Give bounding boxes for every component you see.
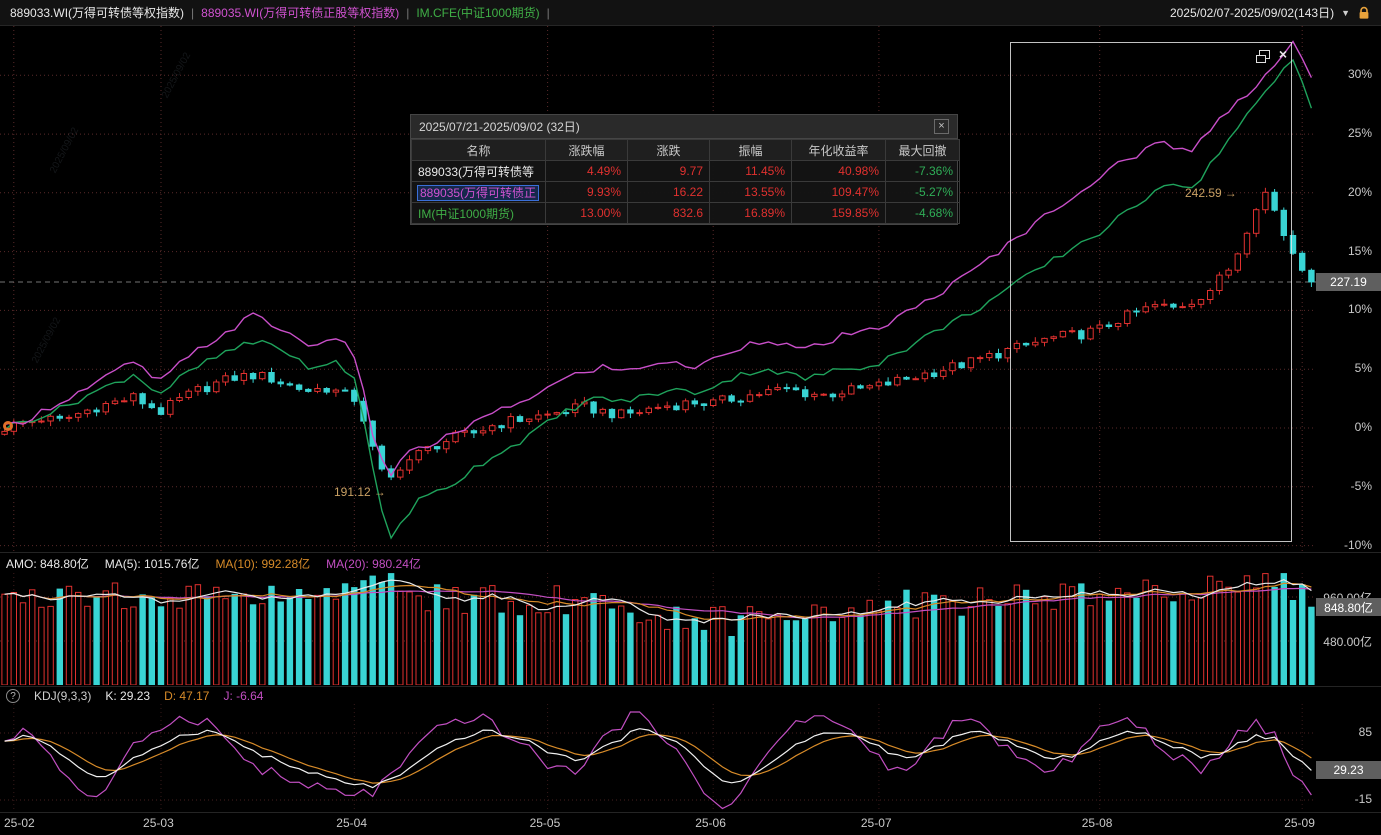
range-stats-popup: 2025/07/21-2025/09/02 (32日) × 名称 涨跌幅 涨跌 振幅年… <box>410 114 960 225</box>
column-header: 名称 <box>411 139 546 161</box>
stat-value-cell: 13.55% <box>709 181 792 203</box>
amo-label: AMO: 848.80亿 <box>6 557 89 571</box>
instrument-im-cfe[interactable]: IM.CFE(中证1000期货) <box>416 6 540 20</box>
lock-icon[interactable] <box>1357 6 1371 20</box>
date-range-selector[interactable]: 2025/02/07-2025/09/02(143日) <box>1169 6 1335 20</box>
stat-value-cell: 9.93% <box>545 181 628 203</box>
stat-value-cell: 16.89% <box>709 202 792 224</box>
y-axis-label: 20% <box>1347 184 1372 199</box>
x-axis-label: 25-02 <box>4 816 35 830</box>
kdj-axis-label: 85 <box>1358 725 1372 739</box>
stat-value-cell: 9.77 <box>627 160 710 182</box>
zoom-selection-box[interactable]: × <box>1010 42 1292 542</box>
kdj-pane-canvas[interactable] <box>0 704 1316 812</box>
stat-value-cell: -7.36% <box>885 160 960 182</box>
kdj-label: KDJ(9,3,3) <box>34 689 92 703</box>
low-price-label: 191.12 <box>334 484 371 499</box>
last-price-badge: 227.19 <box>1316 272 1381 291</box>
volume-header: AMO: 848.80亿 MA(5): 1015.76亿 MA(10): 992… <box>6 555 421 572</box>
pane-divider <box>0 552 1381 553</box>
y-axis-label: -5% <box>1350 478 1372 493</box>
x-axis-label: 25-08 <box>1081 816 1113 830</box>
stat-value-cell: 159.85% <box>791 202 886 224</box>
column-header: 涨跌幅 <box>545 139 628 161</box>
pane-divider <box>0 686 1381 687</box>
stats-table: 名称 涨跌幅 涨跌 振幅 年化收益率 最大回撤 889033(万得可转债等 4.49% 9.7… <box>411 139 960 224</box>
y-axis-label: -10% <box>1343 537 1372 552</box>
x-axis-label: 25-05 <box>529 816 561 830</box>
volume-pane-canvas[interactable] <box>0 573 1316 685</box>
y-axis-label: 30% <box>1347 67 1372 82</box>
kdj-d-value: D: 47.17 <box>164 689 210 703</box>
volume-ma20-label: MA(20): 980.24亿 <box>326 557 421 571</box>
series-start-marker <box>3 421 13 431</box>
kdj-k-value: K: 29.23 <box>105 689 151 703</box>
amo-badge: 848.80亿 <box>1316 598 1381 617</box>
popup-title: 2025/07/21-2025/09/02 (32日) <box>419 120 580 134</box>
x-axis-label: 25-04 <box>336 816 367 830</box>
close-icon[interactable]: × <box>934 119 949 134</box>
stat-value-cell: 16.22 <box>627 181 710 203</box>
y-axis-label: 5% <box>1354 361 1372 376</box>
stat-value-cell: 13.00% <box>545 202 628 224</box>
column-header: 最大回撤 <box>885 139 960 161</box>
main-chart-canvas[interactable] <box>0 26 1316 552</box>
close-icon[interactable]: × <box>1278 45 1287 62</box>
restore-icon[interactable] <box>1255 50 1270 63</box>
pane-divider <box>0 812 1381 813</box>
table-row[interactable]: 889035(万得可转债正 9.93% 16.22 13.55% 109.47% -5.2… <box>411 181 960 203</box>
volume-ma5-label: MA(5): 1015.76亿 <box>104 557 200 571</box>
volume-ma10-label: MA(10): 992.28亿 <box>215 557 311 571</box>
low-price-annotation: 191.12 → <box>334 485 386 499</box>
stat-value-cell: 4.49% <box>545 160 628 182</box>
table-row[interactable]: IM(中证1000期货) 13.00% 832.6 16.89% 159.85% -4.6… <box>411 202 960 224</box>
kdj-k-badge: 29.23 <box>1316 761 1381 780</box>
stat-value-cell: 109.47% <box>791 181 886 203</box>
header-bar: 889033.WI(万得可转债等权指数) | 889035.WI(万得可转债正股… <box>0 0 1381 26</box>
x-axis-label: 25-03 <box>143 816 174 830</box>
kdj-header: ? KDJ(9,3,3) K: 29.23 D: 47.17 J: -6.64 <box>6 689 263 703</box>
separator: | <box>546 5 550 20</box>
high-price-annotation: 242.59 → <box>1185 186 1237 200</box>
y-axis-label: 10% <box>1347 302 1372 317</box>
high-price-label: 242.59 <box>1185 185 1222 200</box>
stat-value-cell: -5.27% <box>885 181 960 203</box>
separator: | <box>191 5 195 20</box>
y-axis-label: 25% <box>1347 126 1372 141</box>
chevron-down-icon[interactable]: ▼ <box>1341 7 1350 18</box>
table-row[interactable]: 889033(万得可转债等 4.49% 9.77 11.45% 40.98% -7.36% <box>411 160 960 182</box>
column-header: 振幅 <box>709 139 792 161</box>
kdj-axis-label: -15 <box>1354 792 1372 806</box>
stat-value-cell: 11.45% <box>709 160 792 182</box>
instrument-name-cell: 889033(万得可转债等 <box>411 160 546 182</box>
y-axis-label: 15% <box>1347 243 1372 258</box>
arrow-right-icon: → <box>1224 185 1237 200</box>
column-header: 年化收益率 <box>791 139 886 161</box>
help-icon[interactable]: ? <box>6 689 20 703</box>
column-header: 涨跌 <box>627 139 710 161</box>
x-axis-label: 25-07 <box>860 816 892 830</box>
instrument-889033[interactable]: 889033.WI(万得可转债等权指数) <box>10 6 185 20</box>
instrument-name-cell: IM(中证1000期货) <box>411 202 546 224</box>
separator: | <box>406 5 410 20</box>
stat-value-cell: 832.6 <box>627 202 710 224</box>
arrow-right-icon: → <box>373 484 386 499</box>
instrument-name-cell: 889035(万得可转债正 <box>411 181 546 203</box>
kdj-j-value: J: -6.64 <box>223 689 264 703</box>
stat-value-cell: -4.68% <box>885 202 960 224</box>
stat-value-cell: 40.98% <box>791 160 886 182</box>
volume-axis-label: 480.00亿 <box>1323 634 1372 649</box>
x-axis-label: 25-09 <box>1284 816 1315 830</box>
y-axis-label: 0% <box>1354 420 1372 434</box>
instrument-889035[interactable]: 889035.WI(万得可转债正股等权指数) <box>201 6 400 20</box>
x-axis-label: 25-06 <box>695 816 726 830</box>
